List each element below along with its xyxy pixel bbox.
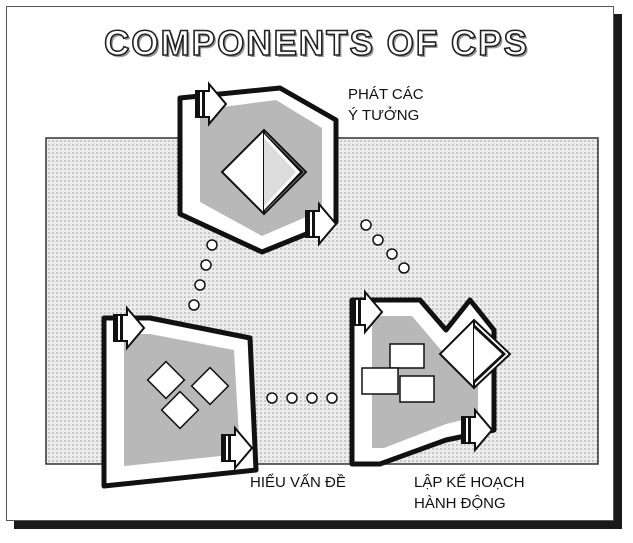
label-understand-problem: HIỂU VẤN ĐỀ xyxy=(250,472,346,493)
label-line: Ý TƯỞNG xyxy=(348,107,420,124)
label-line: HIỂU VẤN ĐỀ xyxy=(250,474,346,491)
square-cluster-icon xyxy=(361,343,435,403)
stage-understand-problem xyxy=(101,315,259,489)
diamond-icon xyxy=(220,128,308,216)
stage-plan-action xyxy=(349,297,512,467)
label-line: PHÁT CÁC xyxy=(348,86,424,103)
bead-trail-icon xyxy=(188,219,410,404)
diamond-icon xyxy=(438,318,512,390)
diagram-title: COMPONENTS OF CPS xyxy=(103,23,529,64)
stage-generate-ideas xyxy=(177,85,339,255)
label-line: LẬP KẾ HOẠCH xyxy=(414,474,525,491)
label-line: HÀNH ĐỘNG xyxy=(414,495,506,512)
label-generate-ideas: PHÁT CÁC Ý TƯỞNG xyxy=(348,84,424,126)
label-plan-action: LẬP KẾ HOẠCH HÀNH ĐỘNG xyxy=(414,472,525,514)
